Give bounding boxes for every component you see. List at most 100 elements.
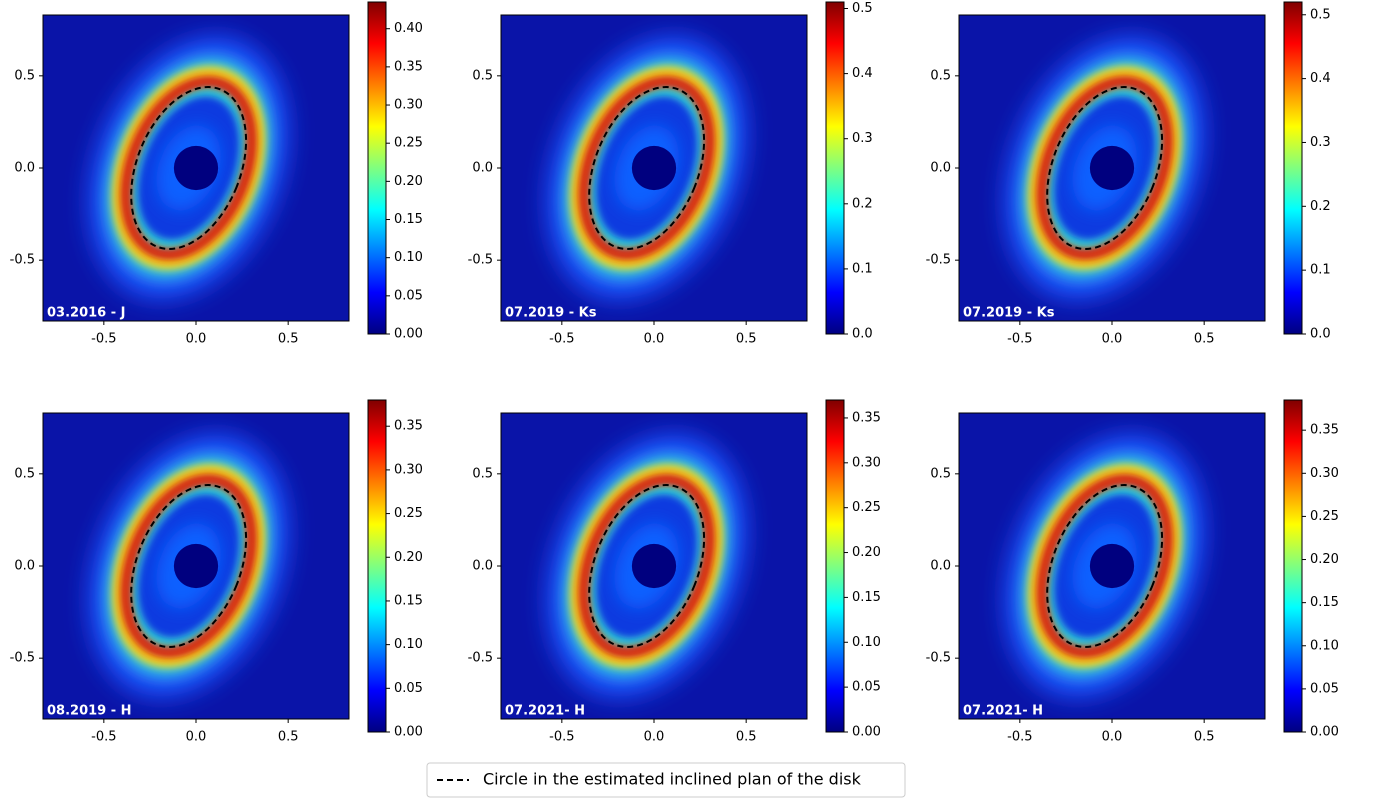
colorbar-tick-label: 0.10 xyxy=(394,637,423,652)
y-tick-label: 0.5 xyxy=(14,68,35,83)
colorbar-tick-label: 0.00 xyxy=(1310,725,1339,740)
bright-ring xyxy=(1036,76,1174,260)
mask xyxy=(1089,543,1135,589)
inclined-circle xyxy=(1046,484,1164,648)
inclined-circle xyxy=(588,484,706,648)
x-tick-label: 0.5 xyxy=(736,730,757,745)
x-tick-label: 0.5 xyxy=(278,332,299,347)
y-tick-label: 0.5 xyxy=(930,466,951,481)
mask xyxy=(173,145,219,191)
x-tick-label: 0.0 xyxy=(644,332,665,347)
x-tick-label: -0.5 xyxy=(549,332,574,347)
colorbar-tick-label: 0.20 xyxy=(852,545,881,560)
y-tick-label: -0.5 xyxy=(468,253,493,268)
bright-ring xyxy=(120,76,258,260)
colorbar xyxy=(825,1,845,335)
bright-ring xyxy=(578,76,716,260)
colorbar-tick-label: 0.40 xyxy=(394,21,423,36)
colorbar-tick-label: 0.35 xyxy=(1310,423,1339,438)
panel-label: 07.2021- H xyxy=(963,704,1043,719)
inclined-circle xyxy=(130,484,248,648)
colorbar-tick-label: 0.05 xyxy=(1310,681,1339,696)
colorbar xyxy=(1283,399,1303,733)
y-tick-label: 0.0 xyxy=(14,559,35,574)
legend: Circle in the estimated inclined plan of… xyxy=(426,762,906,798)
colorbar-tick-label: 0.5 xyxy=(852,1,873,16)
colorbar-tick-label: 0.35 xyxy=(394,419,423,434)
mask xyxy=(631,145,677,191)
colorbar-tick-label: 0.15 xyxy=(852,590,881,605)
colorbar-tick-label: 0.20 xyxy=(1310,552,1339,567)
y-tick-label: -0.5 xyxy=(10,253,35,268)
colorbar-tick-label: 0.25 xyxy=(394,136,423,151)
panel-label: 07.2021- H xyxy=(505,704,585,719)
colorbar-tick-label: 0.5 xyxy=(1310,7,1331,22)
x-tick-label: 0.0 xyxy=(186,332,207,347)
heatmap xyxy=(43,413,349,719)
colorbar-tick-label: 0.25 xyxy=(1310,509,1339,524)
heatmap xyxy=(959,15,1265,321)
panel-label: 07.2019 - Ks xyxy=(963,306,1055,321)
bright-ring xyxy=(1036,474,1174,658)
y-tick-label: 0.0 xyxy=(930,559,951,574)
colorbar-tick-label: 0.05 xyxy=(394,288,423,303)
bright-ring xyxy=(578,474,716,658)
colorbar-tick-label: 0.1 xyxy=(852,261,873,276)
panel-label: 07.2019 - Ks xyxy=(505,306,597,321)
colorbar-tick-label: 0.4 xyxy=(852,66,873,81)
y-tick-label: 0.0 xyxy=(930,161,951,176)
panel: 08.2019 - H -0.5 0.0 0.5 -0.5 0.0 0.5 0.00 0.05 0… xyxy=(10,399,423,745)
x-tick-label: -0.5 xyxy=(1007,332,1032,347)
colorbar-tick-label: 0.00 xyxy=(394,327,423,342)
y-tick-label: 0.0 xyxy=(14,161,35,176)
x-tick-label: 0.0 xyxy=(1102,730,1123,745)
panel-label: 03.2016 - J xyxy=(47,306,126,321)
colorbar-tick-label: 0.0 xyxy=(1310,327,1331,342)
y-tick-label: -0.5 xyxy=(926,253,951,268)
panel: 03.2016 - J -0.5 0.0 0.5 -0.5 0.0 0.5 0.00 0.05 0… xyxy=(10,1,423,347)
colorbar-tick-label: 0.20 xyxy=(394,550,423,565)
mask xyxy=(631,543,677,589)
colorbar-tick-label: 0.15 xyxy=(394,593,423,608)
colorbar-tick-label: 0.05 xyxy=(852,680,881,695)
heatmap xyxy=(501,413,807,719)
panel: 07.2019 - Ks -0.5 0.0 0.5 -0.5 0.0 0.5 0.0 0.1 0.… xyxy=(926,1,1331,347)
colorbar-tick-label: 0.35 xyxy=(852,410,881,425)
mask xyxy=(1089,145,1135,191)
colorbar xyxy=(1283,1,1303,335)
colorbar xyxy=(367,399,387,733)
colorbar-tick-label: 0.15 xyxy=(394,212,423,227)
y-tick-label: 0.5 xyxy=(930,68,951,83)
colorbar-tick-label: 0.05 xyxy=(394,681,423,696)
inclined-circle xyxy=(130,86,248,250)
y-tick-label: 0.0 xyxy=(472,161,493,176)
y-tick-label: -0.5 xyxy=(10,651,35,666)
bright-ring xyxy=(120,474,258,658)
x-tick-label: -0.5 xyxy=(549,730,574,745)
colorbar-tick-label: 0.25 xyxy=(852,500,881,515)
y-tick-label: -0.5 xyxy=(468,651,493,666)
panel: 07.2021- H -0.5 0.0 0.5 -0.5 0.0 0.5 0.00 0.05 0.… xyxy=(926,399,1339,745)
colorbar-tick-label: 0.35 xyxy=(394,59,423,74)
y-tick-label: 0.0 xyxy=(472,559,493,574)
colorbar-tick-label: 0.2 xyxy=(1310,199,1331,214)
colorbar xyxy=(825,399,845,733)
colorbar-tick-label: 0.00 xyxy=(394,725,423,740)
colorbar-tick-label: 0.20 xyxy=(394,174,423,189)
x-tick-label: -0.5 xyxy=(1007,730,1032,745)
heatmap xyxy=(501,15,807,321)
colorbar-tick-label: 0.25 xyxy=(394,506,423,521)
heatmap xyxy=(959,413,1265,719)
x-tick-label: 0.5 xyxy=(278,730,299,745)
colorbar-tick-label: 0.3 xyxy=(1310,135,1331,150)
legend-label: Circle in the estimated inclined plan of… xyxy=(483,770,862,789)
colorbar-tick-label: 0.30 xyxy=(1310,466,1339,481)
y-tick-label: 0.5 xyxy=(472,466,493,481)
colorbar-tick-label: 0.3 xyxy=(852,131,873,146)
inclined-circle xyxy=(1046,86,1164,250)
colorbar-tick-label: 0.10 xyxy=(1310,638,1339,653)
mask xyxy=(173,543,219,589)
colorbar-tick-label: 0.00 xyxy=(852,725,881,740)
x-tick-label: 0.5 xyxy=(1194,730,1215,745)
